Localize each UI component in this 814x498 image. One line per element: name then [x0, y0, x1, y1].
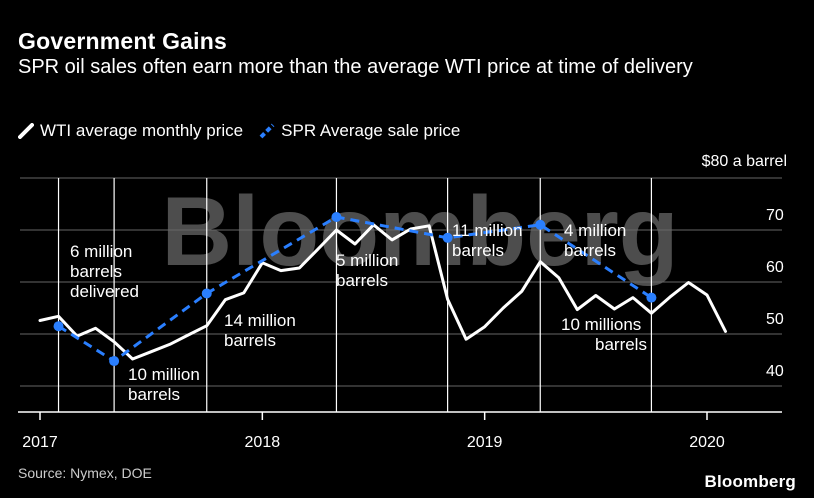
delivery-annotation-line: barrels: [128, 385, 180, 404]
delivery-annotation-line: barrels: [70, 262, 122, 281]
wti-series-line: [38, 223, 727, 361]
y-tick-label: 40: [766, 363, 784, 380]
y-tick-label: 50: [766, 311, 784, 328]
spr-data-point: [646, 292, 657, 303]
delivery-annotation-line: barrels: [564, 241, 616, 260]
x-tick-label: 2019: [467, 434, 503, 451]
legend-spr-label: SPR Average sale price: [281, 121, 461, 140]
chart-legend: WTI average monthly price SPR Average sa…: [18, 121, 476, 141]
legend-item-spr: SPR Average sale price: [259, 121, 460, 141]
delivery-annotation-line: barrels: [452, 241, 504, 260]
delivery-annotation-line: delivered: [70, 282, 139, 301]
spr-data-point: [535, 219, 546, 230]
delivery-annotation: 10 million barrels: [128, 365, 200, 404]
spr-data-point: [331, 212, 342, 222]
delivery-annotation-line: 6 million: [70, 242, 132, 261]
delivery-annotation-line: barrels: [336, 271, 388, 290]
delivery-annotation: 11 million barrels: [452, 221, 523, 260]
delivery-annotation-line: 5 million: [336, 251, 398, 270]
delivery-annotation-line: 10 million: [128, 365, 200, 384]
spr-data-point: [109, 356, 120, 367]
x-tick-label: 2017: [22, 434, 58, 451]
spr-data-point: [442, 232, 453, 243]
chart-title: Government Gains: [18, 28, 227, 54]
delivery-annotation: 10 millions barrels: [561, 315, 647, 354]
chart-subtitle: SPR oil sales often earn more than the a…: [18, 56, 693, 78]
y-tick-label: 70: [766, 207, 784, 224]
legend-wti-label: WTI average monthly price: [40, 121, 244, 140]
y-tick-label: $80 a barrel: [702, 153, 787, 170]
legend-item-wti: WTI average monthly price: [18, 121, 243, 141]
legend-spr-swatch-icon: [259, 123, 275, 139]
delivery-annotation-line: 14 million: [224, 311, 296, 330]
delivery-annotation: 4 million barrels: [564, 221, 626, 260]
delivery-annotation: 5 million barrels: [336, 251, 398, 290]
x-tick-label: 2020: [689, 434, 725, 451]
y-tick-label: 60: [766, 259, 784, 276]
spr-data-point: [201, 288, 212, 299]
legend-wti-swatch-icon: [18, 123, 34, 139]
bloomberg-logo: Bloomberg: [704, 472, 796, 491]
delivery-annotation-line: 11 million: [452, 221, 523, 240]
delivery-annotation-line: 4 million: [564, 221, 626, 240]
delivery-annotation: 6 million barrels delivered: [70, 242, 139, 301]
delivery-annotation-line: barrels: [224, 331, 276, 350]
delivery-annotation-line: 10 millions: [561, 315, 641, 334]
delivery-annotation: 14 million barrels: [224, 311, 296, 350]
x-tick-label: 2018: [245, 434, 281, 451]
delivery-annotation-line: barrels: [595, 335, 647, 354]
spr-data-point: [53, 321, 64, 332]
source-note: Source: Nymex, DOE: [18, 465, 152, 481]
